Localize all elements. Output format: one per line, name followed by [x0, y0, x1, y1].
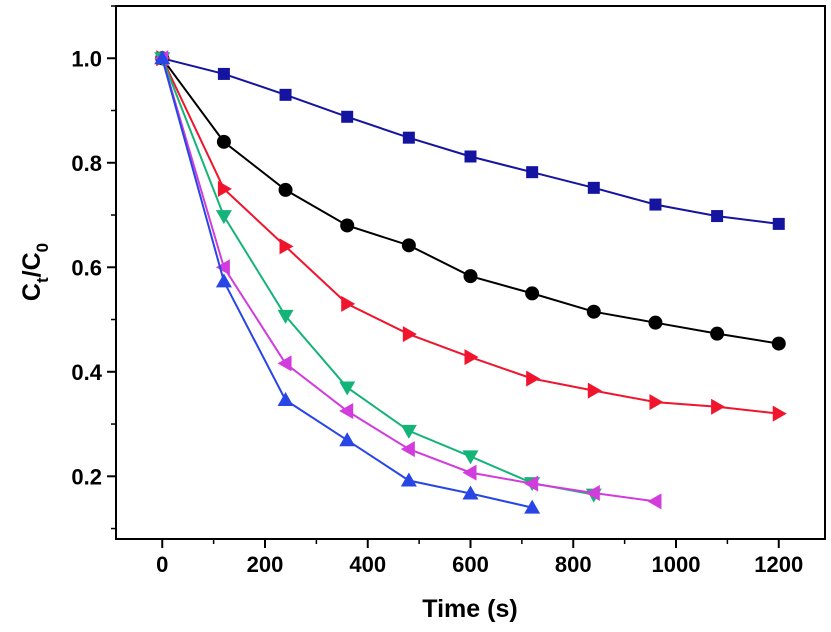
triangle-up-marker	[462, 485, 479, 500]
square-marker	[711, 210, 724, 223]
x-axis-title: Time (s)	[422, 595, 517, 623]
triangle-left-marker	[215, 259, 230, 276]
triangle-right-marker	[649, 394, 664, 411]
triangle-down-marker	[339, 381, 356, 396]
triangle-left-marker	[277, 355, 292, 372]
triangle-right-marker	[341, 295, 356, 312]
y-axis-title: Ct/C0	[18, 243, 52, 301]
triangle-up-marker	[215, 273, 232, 288]
triangle-right-marker	[587, 382, 602, 399]
triangle-right-marker	[772, 405, 787, 422]
x-tick-label: 1000	[652, 552, 701, 577]
triangle-up-marker	[154, 50, 171, 65]
triangle-up-marker	[400, 472, 417, 487]
series-5	[154, 50, 662, 510]
x-tick-label: 0	[156, 552, 168, 577]
triangle-right-marker	[464, 349, 479, 366]
y-axis-title-slash: /	[18, 270, 46, 277]
square-marker	[217, 67, 230, 80]
square-marker	[587, 181, 600, 194]
y-tick-label: 0.6	[71, 255, 102, 280]
data-series	[154, 50, 787, 514]
square-marker	[526, 166, 539, 179]
series-6	[154, 50, 541, 514]
y-tick-label: 0.2	[71, 464, 102, 489]
square-marker	[402, 131, 415, 144]
circle-marker	[463, 269, 478, 284]
series-1	[156, 52, 785, 230]
triangle-left-marker	[400, 441, 415, 458]
y-tick-label: 0.8	[71, 151, 102, 176]
triangle-left-marker	[462, 464, 477, 481]
x-tick-label: 200	[247, 552, 284, 577]
y-tick-label: 0.4	[71, 360, 102, 385]
x-tick-label: 800	[555, 552, 592, 577]
square-marker	[279, 88, 292, 101]
circle-marker	[278, 182, 293, 197]
circle-marker	[710, 326, 725, 341]
circle-marker	[648, 315, 663, 330]
series-line	[161, 57, 594, 496]
series-2	[155, 51, 786, 351]
circle-marker	[586, 304, 601, 319]
triangle-up-marker	[339, 432, 356, 447]
square-marker	[649, 198, 662, 211]
triangle-up-marker	[524, 499, 541, 514]
square-marker	[772, 217, 785, 230]
triangle-left-marker	[647, 493, 662, 510]
x-tick-label: 600	[452, 552, 489, 577]
series-3	[156, 50, 787, 422]
x-tick-label: 1200	[754, 552, 803, 577]
triangle-left-marker	[339, 402, 354, 419]
y-axis-title-c: C	[18, 283, 46, 301]
triangle-left-marker	[524, 475, 539, 492]
square-marker	[464, 150, 477, 163]
triangle-right-marker	[526, 370, 541, 387]
triangle-down-marker	[400, 424, 417, 439]
triangle-right-marker	[402, 326, 417, 343]
triangle-down-marker	[215, 210, 232, 225]
triangle-left-marker	[585, 485, 600, 502]
circle-marker	[771, 336, 786, 351]
series-line	[161, 57, 779, 225]
triangle-down-marker	[277, 309, 294, 324]
y-tick-label: 1.0	[71, 46, 102, 71]
triangle-up-marker	[277, 392, 294, 407]
y-axis-title-sub-t: t	[33, 277, 52, 283]
series-4	[154, 52, 602, 503]
circle-marker	[525, 286, 540, 301]
circle-marker	[401, 238, 416, 253]
x-tick-label: 400	[349, 552, 386, 577]
y-axis-title-c2: C	[18, 252, 46, 270]
y-axis-title-sub-0: 0	[33, 243, 52, 252]
triangle-right-marker	[279, 238, 294, 255]
axis-ticks: 0 200 400 600 800 1000 1200 0.2 0.4 0.6 0.8 1.0	[71, 5, 803, 577]
square-marker	[341, 110, 354, 123]
circle-marker	[340, 218, 355, 233]
circle-marker	[216, 134, 231, 149]
triangle-down-marker	[462, 450, 479, 465]
triangle-right-marker	[711, 398, 726, 415]
series-line	[161, 57, 779, 345]
triangle-right-marker	[217, 180, 232, 197]
